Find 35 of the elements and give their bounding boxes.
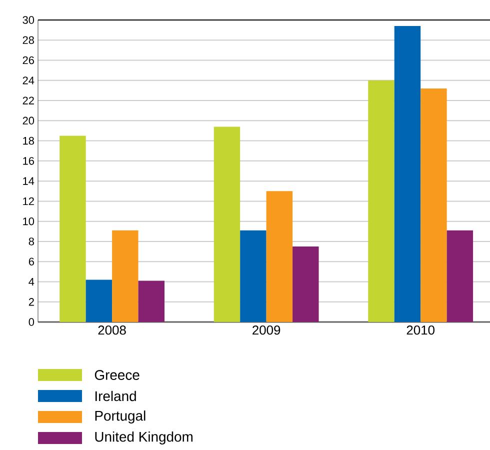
y-tick-label: 26 (22, 56, 34, 64)
y-tick-label: 22 (22, 96, 34, 104)
bar (86, 280, 112, 322)
y-tick-label: 10 (23, 217, 34, 226)
legend-label: Portugal (95, 410, 146, 424)
y-tick-label: 24 (22, 76, 34, 84)
legend-label: Greece (94, 370, 140, 380)
bar (420, 88, 447, 322)
y-tick-label: 18 (23, 136, 34, 145)
bar (60, 136, 86, 322)
legend-label: United Kingdom (95, 431, 192, 444)
y-tick-label: 4 (28, 278, 34, 286)
bar (240, 230, 266, 322)
y-tick-label: 28 (22, 36, 34, 44)
bar (446, 230, 474, 322)
bar (112, 230, 138, 322)
y-tick-label: 16 (23, 157, 34, 165)
x-tick-label: 2008 (98, 326, 126, 335)
bar (138, 280, 164, 322)
y-tick-label: 20 (22, 116, 34, 125)
legend-label: Ireland (95, 390, 136, 402)
bar (266, 191, 293, 322)
y-tick-label: 6 (28, 258, 34, 266)
bar (368, 80, 394, 322)
bar (214, 126, 240, 322)
bar (292, 246, 319, 322)
y-tick-label: 8 (28, 238, 34, 246)
bar (394, 26, 421, 322)
x-tick-label: 2010 (406, 326, 434, 335)
y-tick-label: 14 (23, 177, 34, 185)
y-tick-label: 12 (23, 197, 34, 206)
y-tick-label: 0 (28, 318, 34, 326)
x-tick-label: 2009 (252, 326, 280, 335)
y-tick-label: 2 (28, 298, 34, 306)
y-tick-label: 30 (22, 16, 34, 24)
